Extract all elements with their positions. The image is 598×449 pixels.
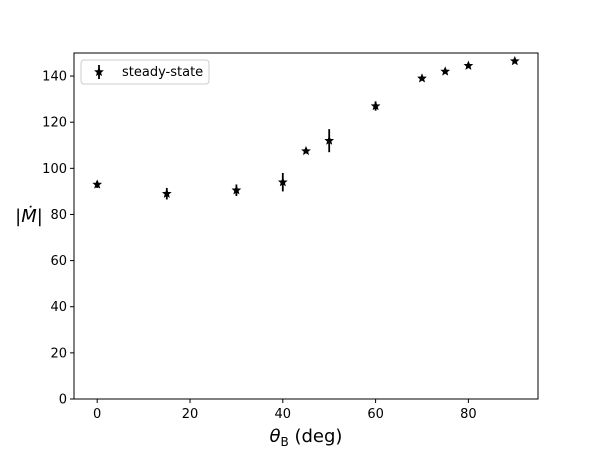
data-point bbox=[463, 60, 474, 70]
data-point bbox=[370, 100, 381, 111]
data-point bbox=[509, 55, 520, 66]
x-tick-label: 60 bbox=[367, 407, 384, 422]
data-point bbox=[231, 185, 242, 195]
y-tick-label: 60 bbox=[50, 254, 67, 269]
data-point bbox=[301, 145, 311, 156]
y-tick-label: 20 bbox=[50, 346, 67, 361]
x-tick-label: 20 bbox=[182, 407, 199, 422]
plot-frame bbox=[73, 52, 539, 400]
x-tick-label: 40 bbox=[275, 407, 292, 422]
y-axis-label: |Ṁ| bbox=[15, 206, 43, 227]
y-tick-label: 0 bbox=[59, 393, 67, 408]
x-axis-label: θB (deg) bbox=[270, 426, 343, 449]
data-point bbox=[417, 73, 427, 83]
legend-star-marker bbox=[94, 66, 104, 77]
y-axis-ticks: 0 20 40 60 80 100 120 140 bbox=[42, 70, 74, 408]
legend-box bbox=[80, 59, 210, 85]
y-tick-label: 140 bbox=[42, 70, 67, 85]
data-points bbox=[92, 55, 520, 200]
x-axis-label-subscript: B bbox=[281, 435, 289, 449]
data-point bbox=[92, 179, 103, 189]
x-axis-label-unit: (deg) bbox=[289, 426, 343, 447]
data-point bbox=[324, 135, 335, 145]
x-tick-label: 0 bbox=[93, 407, 101, 422]
y-tick-label: 120 bbox=[42, 116, 67, 131]
legend-label: steady-state bbox=[122, 65, 203, 80]
legend: steady-state bbox=[80, 59, 210, 85]
legend-marker bbox=[94, 65, 104, 79]
y-tick-label: 80 bbox=[50, 208, 67, 223]
data-point bbox=[161, 188, 172, 198]
data-point bbox=[277, 177, 288, 187]
x-tick-label: 80 bbox=[460, 407, 477, 422]
x-axis-label-symbol: θ bbox=[270, 426, 281, 447]
y-tick-label: 100 bbox=[42, 162, 67, 177]
x-axis-ticks: 0 20 40 60 80 bbox=[93, 399, 477, 422]
plot-area bbox=[73, 52, 539, 400]
data-point bbox=[440, 66, 451, 76]
y-tick-label: 40 bbox=[50, 300, 67, 315]
